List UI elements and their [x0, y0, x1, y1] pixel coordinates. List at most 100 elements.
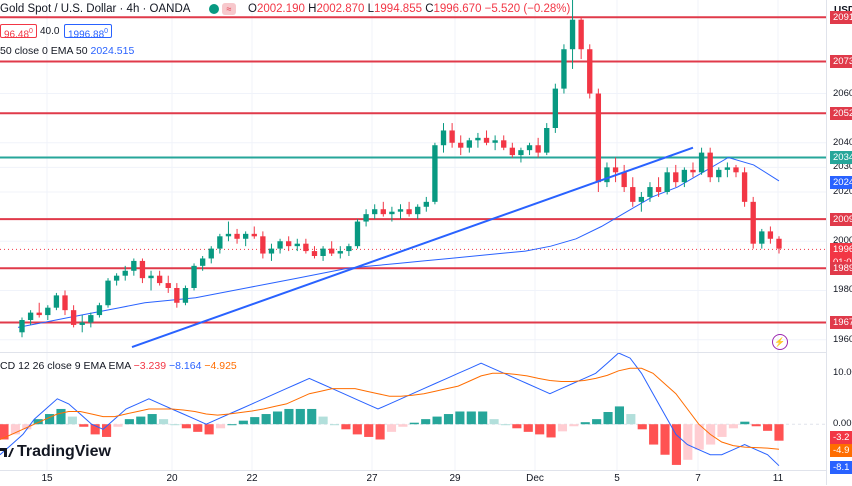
time-label: Dec	[526, 473, 544, 484]
candle-body	[242, 233, 249, 239]
price-scale[interactable]	[826, 0, 852, 485]
macd-histogram-bar	[102, 424, 112, 437]
macd-histogram-bar	[637, 424, 647, 430]
symbol-title[interactable]: Gold Spot / U.S. Dollar · 4h · OANDA	[0, 3, 191, 15]
macd-histogram-bar	[421, 419, 431, 425]
candle-body	[260, 236, 266, 254]
macd-histogram-bar	[375, 424, 385, 440]
macd-histogram-bar	[295, 408, 305, 425]
candle-body	[501, 140, 507, 148]
buy-price-sup: 0	[104, 28, 109, 35]
wave-icon[interactable]: ≈	[222, 3, 236, 15]
macd-histogram-bar	[364, 424, 374, 437]
candle-body	[664, 172, 670, 192]
candle-body	[750, 201, 756, 244]
candle-body	[199, 258, 206, 266]
time-label: 20	[166, 473, 178, 484]
horizontal-levels	[0, 16, 826, 324]
macd-histogram-bar	[443, 414, 454, 425]
macd-pane	[0, 352, 826, 467]
ema-legend[interactable]: 50 close 0 EMA 50 2024.515	[0, 45, 134, 57]
candle-body	[630, 187, 636, 202]
macd-histogram-bar	[500, 424, 511, 426]
candle-body	[526, 145, 533, 151]
change-value: −5.520 (−0.28%)	[484, 3, 571, 15]
candle-body	[449, 130, 455, 143]
macd-histogram-bar	[546, 424, 556, 438]
macd-tag: -3.2	[830, 431, 852, 445]
level-tag: 2024	[830, 175, 852, 189]
level-tag: 1996	[830, 242, 852, 256]
macd-tag: -8.1	[830, 461, 852, 475]
macd-hist-value: −3.239	[133, 360, 167, 372]
candle-body	[191, 265, 197, 288]
macd-histogram-bar	[284, 408, 294, 425]
candle-body	[354, 221, 361, 247]
signal-line	[0, 367, 780, 450]
candle-body	[673, 172, 679, 183]
candle-body	[759, 231, 765, 244]
candle-body	[27, 312, 34, 320]
macd-histogram-bar	[22, 424, 32, 430]
macd-histogram-bar	[341, 424, 351, 430]
macd-histogram-bar	[717, 424, 727, 437]
macd-histogram-bar	[569, 424, 579, 427]
candle-body	[397, 209, 404, 212]
candle-body	[535, 145, 541, 153]
macd-histogram-bar	[0, 424, 9, 440]
macd-histogram-bar	[535, 424, 545, 435]
macd-histogram-bar	[352, 424, 362, 435]
candle-body	[518, 150, 524, 156]
lightning-icon[interactable]: ⚡	[772, 334, 788, 350]
level-tag: 2034	[830, 151, 852, 165]
pane-separator[interactable]	[0, 352, 826, 353]
macd-histogram-bar	[113, 424, 123, 427]
macd-histogram-bar	[455, 411, 465, 425]
candle-body	[604, 167, 610, 183]
time-label: 7	[695, 473, 701, 484]
candle-body	[329, 248, 335, 254]
price-tick-label: 2020	[833, 186, 852, 197]
candle-body	[96, 305, 103, 316]
high-value: 2002.870	[316, 3, 365, 15]
candle-body	[440, 130, 447, 146]
market-open-icon	[209, 4, 219, 14]
price-tick-label: 1960	[833, 333, 852, 345]
candle-body	[724, 167, 731, 170]
candle-body	[423, 201, 429, 207]
macd-histogram-bar	[432, 416, 442, 425]
candle-body	[475, 137, 481, 141]
level-tag: 1989	[830, 261, 852, 275]
macd-legend-text: CD 12 26 close 9 EMA EMA	[0, 360, 131, 372]
candle-body	[647, 187, 653, 197]
macd-histogram-bar	[215, 424, 226, 429]
macd-histogram-bar	[318, 416, 328, 425]
macd-line-value: −8.164	[169, 360, 202, 372]
open-value: 2002.190	[256, 3, 305, 15]
candle-body	[776, 238, 782, 249]
sell-button[interactable]: 96.480	[0, 24, 37, 40]
symbol-header: Gold Spot / U.S. Dollar · 4h · OANDA	[0, 3, 190, 15]
candle-body	[303, 243, 309, 252]
level-tag: 1967	[830, 315, 852, 329]
macd-legend[interactable]: CD 12 26 close 9 EMA EMA −3.239 −8.164 −…	[0, 360, 237, 372]
tradingview-logo[interactable]: TradingView	[0, 443, 111, 461]
candle-body	[578, 19, 584, 50]
candle-body	[612, 167, 619, 173]
candle-body	[767, 231, 774, 239]
macd-histogram-bar	[181, 424, 191, 429]
buy-button[interactable]: 1996.880	[64, 24, 113, 40]
high-label: H	[308, 3, 317, 15]
candle-body	[165, 283, 171, 288]
candle-body	[139, 260, 146, 279]
low-label: L	[367, 3, 375, 15]
macd-histogram-bar	[478, 411, 488, 425]
time-label: 27	[366, 473, 378, 484]
macd-histogram-bar	[45, 414, 55, 425]
time-axis[interactable]	[0, 470, 826, 486]
macd-histogram-bar	[592, 419, 602, 425]
candle-body	[337, 251, 343, 254]
time-label: 11	[772, 473, 784, 484]
sell-price-sup: 0	[29, 28, 33, 35]
